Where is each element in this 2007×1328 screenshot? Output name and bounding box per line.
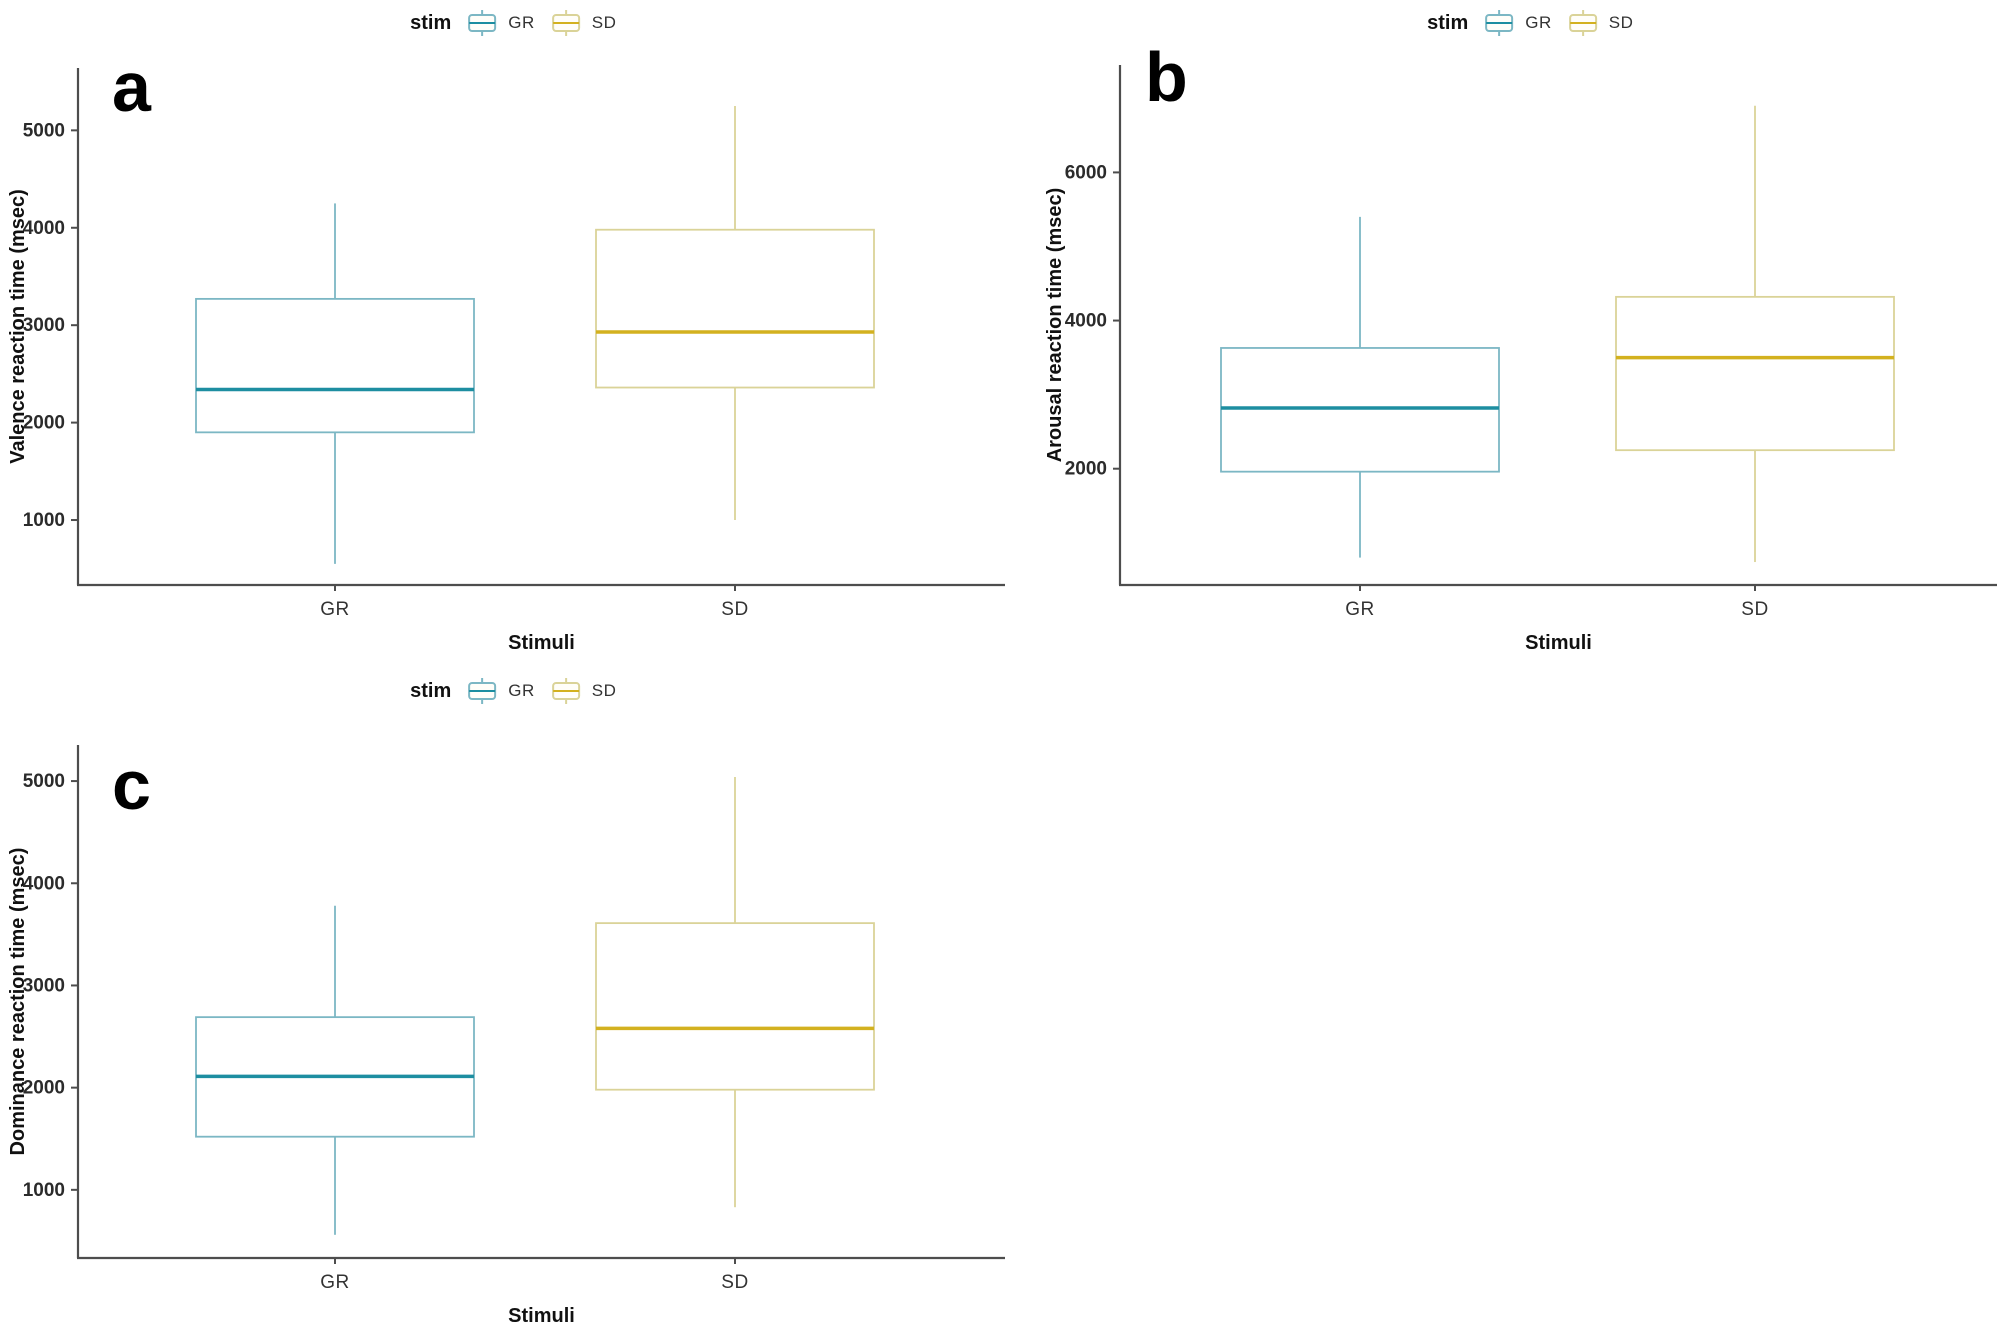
panel-letter-a: a [112,48,151,126]
legend-label-sd: SD [1608,13,1634,32]
legend-item-sd: SD [549,8,617,38]
legend-title: stim [410,679,452,702]
boxplot-key-icon-gr [468,678,497,704]
boxplot-key-icon-gr [468,10,497,36]
legend-label-gr: GR [508,13,535,32]
panel-letter-b: b [1145,38,1188,116]
boxplot-key-icon-sd [1568,10,1597,36]
box-iqr-gr [195,297,475,434]
y-tick-label-3000: 3000 [23,315,65,336]
y-tick-label-2000: 2000 [1065,459,1107,480]
y-tick-label-2000: 2000 [23,1078,65,1099]
y-tick-label-5000: 5000 [23,120,65,141]
x-category-label-gr: GR [320,599,350,620]
legend: stim GR SD [1427,8,1633,38]
legend: stim GR SD [410,8,616,38]
y-tick-label-3000: 3000 [23,975,65,996]
y-tick-label-4000: 4000 [1065,311,1107,332]
legend: stim GR SD [410,676,616,706]
x-axis-title: Stimuli [508,632,575,654]
y-axis-title: Arousal reaction time (msec) [1044,188,1066,463]
legend-title: stim [1427,11,1469,34]
boxplot-svg-dominance: 1000 2000 3000 4000 5000 GR SD Stimuli Dominance… [7,745,1005,1327]
box-iqr-sd [595,922,875,1091]
y-tick-label-6000: 6000 [1065,162,1107,183]
legend-item-sd: SD [1566,8,1634,38]
x-category-label-sd: SD [721,599,748,620]
legend-label-gr: GR [508,681,535,700]
legend-label-sd: SD [591,13,617,32]
x-category-label-sd: SD [1741,599,1768,620]
legend-item-sd: SD [549,676,617,706]
x-category-label-sd: SD [721,1272,748,1293]
y-axis-title: Dominance reaction time (msec) [7,848,29,1156]
boxplot-key-icon-sd [551,678,580,704]
y-tick-label-4000: 4000 [23,873,65,894]
x-category-label-gr: GR [1345,599,1375,620]
y-tick-label-4000: 4000 [23,218,65,239]
box-iqr-sd [595,228,875,389]
legend-label-gr: GR [1525,13,1552,32]
panel-letter-c: c [112,746,151,824]
boxplot-key-icon-sd [551,10,580,36]
boxplot-key-icon-gr [1485,10,1514,36]
x-category-label-gr: GR [320,1272,350,1293]
boxplot-svg-valence: 1000 2000 3000 4000 5000 GR SD Stimuli Valence r… [7,68,1005,654]
y-tick-label-2000: 2000 [23,413,65,434]
legend-item-gr: GR [1482,8,1552,38]
legend-item-gr: GR [465,676,535,706]
y-tick-label-5000: 5000 [23,771,65,792]
panel-b-arousal: stim GR SD 2000 4000 6000 GR SD Stimuli Arousa… [1037,0,2007,665]
legend-item-gr: GR [465,8,535,38]
x-axis-title: Stimuli [1525,632,1592,654]
panel-a-valence: stim GR SD 1000 2000 3000 4000 5000 GR SD Stimu… [0,0,1010,665]
box-iqr-gr [1220,347,1500,473]
y-axis-title: Valence reaction time (msec) [7,189,29,464]
y-tick-label-1000: 1000 [23,1180,65,1201]
box-iqr-sd [1615,295,1895,452]
x-axis-title: Stimuli [508,1305,575,1327]
panel-c-dominance: stim GR SD 1000 2000 3000 4000 5000 GR SD Stimu… [0,668,1010,1328]
legend-title: stim [410,11,452,34]
y-tick-label-1000: 1000 [23,510,65,531]
boxplot-svg-arousal: 2000 4000 6000 GR SD Stimuli Arousal reaction … [1044,65,1997,654]
legend-label-sd: SD [591,681,617,700]
